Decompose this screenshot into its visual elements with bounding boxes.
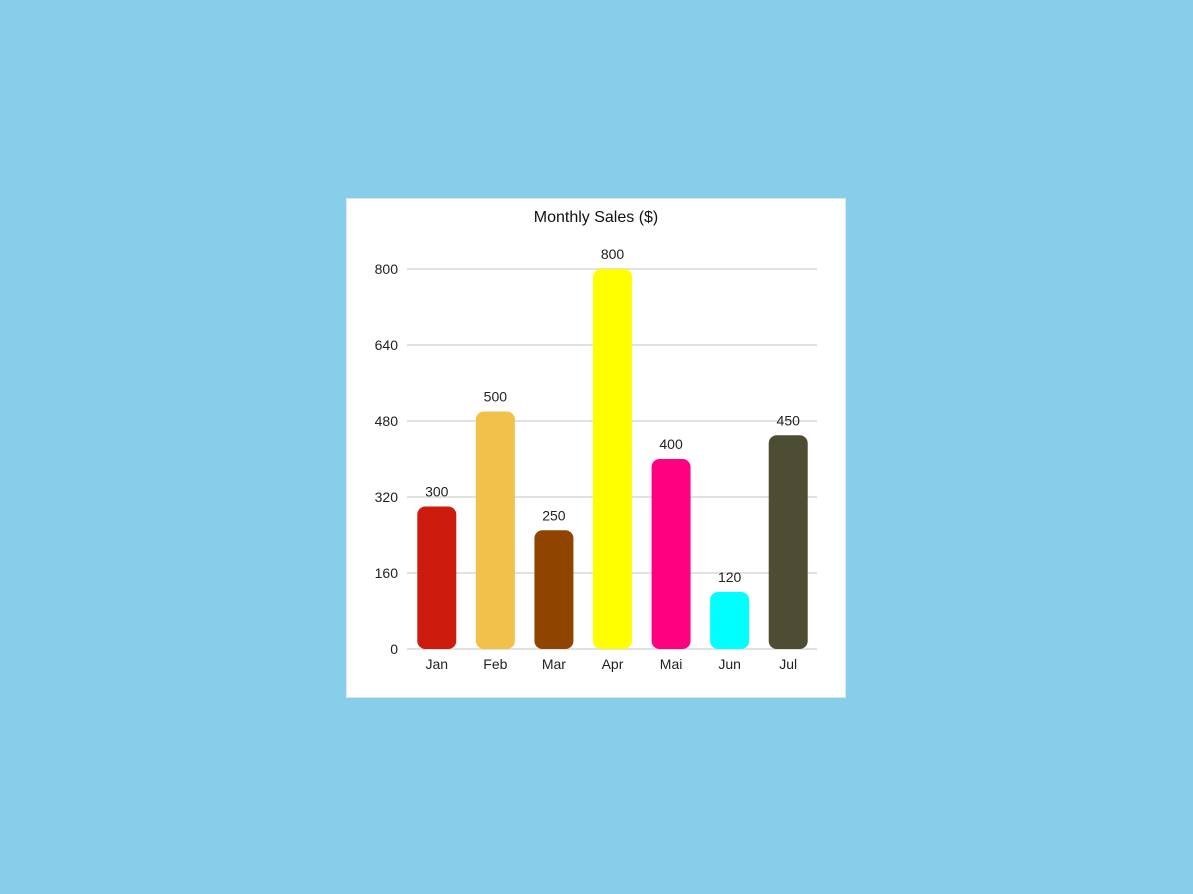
data-labels: 300 500 250 800 400 120 450 bbox=[425, 246, 800, 585]
bar-mar[interactable] bbox=[534, 530, 574, 649]
bar-jun[interactable] bbox=[710, 592, 750, 649]
bar-apr[interactable] bbox=[593, 269, 632, 649]
y-tick-label: 480 bbox=[375, 413, 399, 429]
data-label-jun: 120 bbox=[718, 569, 742, 585]
y-tick-label: 0 bbox=[390, 641, 398, 657]
chart-card: Monthly Sales ($) 0 160 320 480 640 800 300 50… bbox=[346, 198, 846, 698]
x-tick-label-jun: Jun bbox=[718, 656, 741, 672]
bar-jan[interactable] bbox=[417, 506, 457, 650]
y-tick-label: 800 bbox=[375, 261, 399, 277]
y-tick-label: 320 bbox=[375, 489, 399, 505]
bar-mai[interactable] bbox=[651, 459, 691, 649]
bar-feb[interactable] bbox=[475, 411, 515, 650]
y-tick-label: 640 bbox=[375, 337, 399, 353]
x-tick-label-feb: Feb bbox=[483, 656, 507, 672]
x-tick-label-mar: Mar bbox=[542, 656, 566, 672]
bar-jul[interactable] bbox=[768, 435, 808, 649]
y-axis-ticks: 0 160 320 480 640 800 bbox=[375, 261, 399, 657]
x-axis-labels: Jan Feb Mar Apr Mai Jun Jul bbox=[425, 656, 797, 672]
bars bbox=[417, 269, 808, 650]
x-tick-label-jul: Jul bbox=[779, 656, 797, 672]
data-label-jan: 300 bbox=[425, 484, 449, 500]
x-tick-label-apr: Apr bbox=[602, 656, 624, 672]
bar-chart: 0 160 320 480 640 800 300 500 250 800 400 120 450 J… bbox=[375, 246, 817, 672]
chart-title: Monthly Sales ($) bbox=[533, 209, 659, 226]
y-tick-label: 160 bbox=[375, 565, 399, 581]
x-tick-label-jan: Jan bbox=[425, 656, 448, 672]
data-label-mar: 250 bbox=[542, 507, 566, 523]
data-label-jul: 450 bbox=[777, 412, 801, 428]
data-label-apr: 800 bbox=[601, 246, 625, 262]
data-label-feb: 500 bbox=[484, 389, 508, 405]
data-label-mai: 400 bbox=[659, 436, 683, 452]
x-tick-label-mai: Mai bbox=[660, 656, 683, 672]
